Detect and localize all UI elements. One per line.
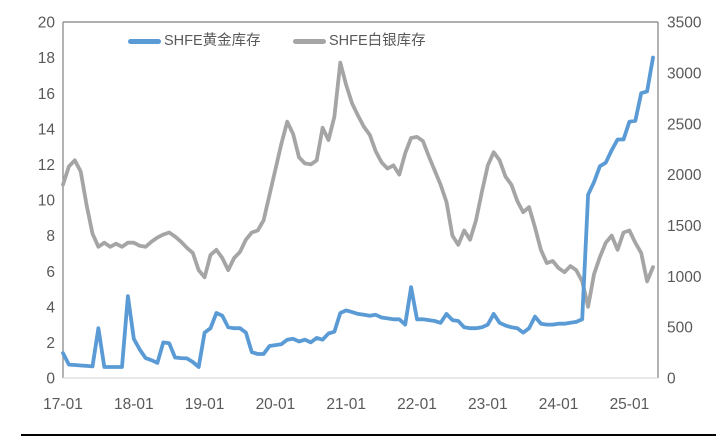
left-axis-tick-label: 0 xyxy=(46,371,55,388)
right-axis-tick-label: 0 xyxy=(667,371,676,388)
silver-line-swatch xyxy=(293,39,326,44)
x-axis-tick-label: 22-01 xyxy=(397,396,437,413)
legend-item-gold: SHFE黄金库存 xyxy=(128,33,261,50)
left-axis-tick-label: 6 xyxy=(46,264,55,281)
legend-item-silver: SHFE白银库存 xyxy=(293,33,426,50)
x-axis-tick-label: 17-01 xyxy=(43,396,83,413)
x-axis-tick-label: 19-01 xyxy=(185,396,225,413)
right-axis-tick-label: 1500 xyxy=(667,218,702,235)
right-axis-tick-label: 500 xyxy=(667,320,693,337)
right-axis-tick-label: 2000 xyxy=(667,167,702,184)
legend: SHFE黄金库存 SHFE白银库存 xyxy=(0,33,716,51)
x-axis-tick-label: 21-01 xyxy=(326,396,366,413)
left-axis-tick-label: 2 xyxy=(46,335,55,352)
left-axis-tick-label: 14 xyxy=(38,121,56,138)
x-axis-tick-label: 18-01 xyxy=(114,396,154,413)
left-axis-tick-label: 8 xyxy=(46,228,55,245)
right-axis-tick-label: 3500 xyxy=(667,15,702,32)
gold-inventory-line xyxy=(61,55,655,369)
left-axis-tick-label: 18 xyxy=(38,50,55,67)
bottom-divider-line xyxy=(21,434,716,436)
x-axis-tick-label: 25-01 xyxy=(610,396,650,413)
left-axis-tick-label: 4 xyxy=(46,299,55,316)
legend-label-silver: SHFE白银库存 xyxy=(329,33,426,49)
left-axis-tick-label: 12 xyxy=(38,157,55,174)
x-axis-tick-label: 20-01 xyxy=(256,396,296,413)
right-axis-tick-label: 3000 xyxy=(667,65,702,82)
right-axis-tick-label: 1000 xyxy=(667,269,702,286)
gold-line-swatch xyxy=(128,39,161,44)
left-axis-tick-label: 10 xyxy=(38,193,56,210)
legend-label-gold: SHFE黄金库存 xyxy=(164,33,261,49)
left-axis-tick-label: 16 xyxy=(38,86,55,103)
silver-inventory-line xyxy=(61,60,655,309)
right-axis-tick-label: 2500 xyxy=(667,116,702,133)
x-axis-tick-label: 23-01 xyxy=(468,396,508,413)
x-axis-tick-label: 24-01 xyxy=(539,396,579,413)
left-axis-tick-label: 20 xyxy=(38,15,56,32)
